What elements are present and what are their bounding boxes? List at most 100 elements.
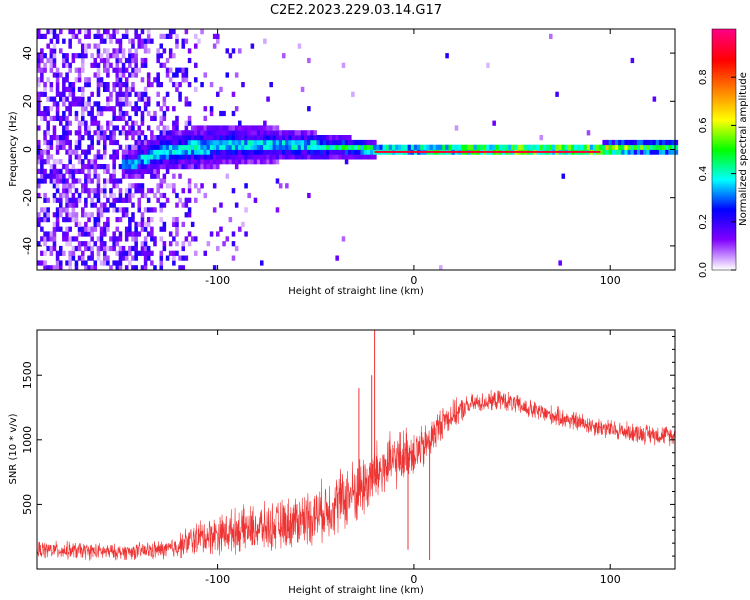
heatmap-cell	[103, 164, 107, 170]
heatmap-cell	[37, 221, 41, 228]
heatmap-cell	[124, 207, 129, 213]
heatmap-cell	[134, 149, 138, 155]
colorbar-cell	[712, 39, 736, 42]
heatmap-cell	[219, 202, 223, 208]
heatmap-cell	[234, 159, 239, 165]
heatmap-cell	[523, 144, 528, 150]
heatmap-cell	[231, 130, 236, 136]
heatmap-cell	[55, 221, 60, 228]
heatmap-cell	[627, 149, 632, 155]
heatmap-cell	[194, 139, 198, 146]
heatmap-cell	[87, 77, 91, 83]
heatmap-cell	[134, 120, 138, 126]
heatmap-cell	[131, 245, 135, 252]
heatmap-cell	[128, 168, 132, 175]
heatmap-cell	[209, 159, 214, 165]
heatmap-cell	[586, 130, 591, 136]
heatmap-cell	[143, 43, 148, 49]
heatmap-cell	[263, 130, 267, 136]
heatmap-cell	[49, 231, 54, 237]
heatmap-cell	[109, 245, 113, 252]
heatmap-cell	[187, 135, 192, 141]
heatmap-cell	[140, 62, 145, 68]
heatmap-cell	[329, 149, 333, 155]
heatmap-cell	[162, 221, 167, 228]
heatmap-cell	[216, 33, 220, 40]
heatmap-cell	[59, 202, 63, 208]
heatmap-cell	[162, 48, 167, 54]
heatmap-cell	[300, 154, 305, 160]
heatmap-cell	[109, 62, 113, 68]
heatmap-cell	[222, 125, 226, 131]
heatmap-cell	[140, 115, 145, 122]
heatmap-cell	[37, 62, 41, 68]
heatmap-cell	[74, 154, 79, 160]
heatmap-cell	[65, 164, 69, 170]
heatmap-cell	[310, 154, 314, 160]
heatmap-cell	[37, 183, 41, 189]
heatmap-cell	[162, 139, 167, 146]
heatmap-cell	[99, 236, 104, 242]
heatmap-cell	[124, 164, 129, 170]
heatmap-cell	[216, 139, 220, 146]
heatmap-cell	[71, 197, 76, 203]
heatmap-cell	[146, 82, 151, 88]
heatmap-cell	[260, 135, 264, 141]
heatmap-cell	[209, 135, 214, 141]
heatmap-cell	[43, 91, 47, 97]
heatmap-cell	[103, 57, 107, 64]
heatmap-cell	[93, 265, 98, 271]
heatmap-cell	[348, 154, 352, 160]
heatmap-cell	[118, 144, 123, 150]
heatmap-cell	[121, 207, 126, 213]
heatmap-cell	[99, 241, 104, 247]
heatmap-cell	[112, 106, 116, 112]
heatmap-cell	[156, 154, 160, 160]
heatmap-cell	[87, 125, 91, 131]
heatmap-cell	[65, 72, 69, 78]
colorbar-cell	[712, 217, 736, 221]
colorbar-cell	[712, 221, 736, 225]
heatmap-cell	[247, 139, 251, 146]
heatmap-cell	[128, 130, 132, 136]
heatmap-cell	[68, 202, 72, 208]
heatmap-cell	[231, 188, 236, 194]
heatmap-cell	[43, 67, 47, 73]
heatmap-cell	[190, 149, 195, 155]
heatmap-cell	[87, 212, 91, 218]
heatmap-cell	[115, 197, 120, 203]
heatmap-cell	[115, 29, 120, 35]
heatmap-cell	[137, 159, 142, 165]
heatmap-cell	[103, 178, 107, 184]
heatmap-cell	[52, 43, 57, 49]
heatmap-cell	[115, 149, 120, 155]
heatmap-cell	[244, 130, 248, 136]
colorbar-cell	[712, 241, 736, 245]
colorbar-cell	[712, 29, 736, 32]
heatmap-cell	[165, 168, 170, 175]
heatmap-cell	[87, 33, 91, 40]
heatmap-cell	[109, 265, 113, 271]
heatmap-cell	[143, 168, 148, 175]
heatmap-cell	[121, 62, 126, 68]
heatmap-cell	[77, 96, 82, 102]
heatmap-cell	[228, 154, 233, 160]
heatmap-cell	[128, 154, 132, 160]
heatmap-cell	[71, 53, 76, 59]
heatmap-cell	[175, 217, 179, 223]
heatmap-cell	[614, 149, 619, 155]
heatmap-cell	[62, 135, 66, 141]
heatmap-cell	[74, 149, 79, 155]
heatmap-cell	[118, 57, 123, 64]
y-tick-label: -20	[21, 189, 34, 207]
heatmap-cell	[140, 149, 145, 155]
heatmap-cell	[43, 168, 47, 175]
heatmap-cell	[194, 250, 198, 256]
heatmap-cell	[473, 144, 478, 150]
heatmap-cell	[96, 62, 101, 68]
heatmap-cell	[121, 72, 126, 78]
heatmap-cell	[52, 245, 57, 252]
heatmap-cell	[178, 197, 182, 203]
heatmap-cell	[52, 72, 57, 78]
heatmap-cell	[134, 106, 138, 112]
